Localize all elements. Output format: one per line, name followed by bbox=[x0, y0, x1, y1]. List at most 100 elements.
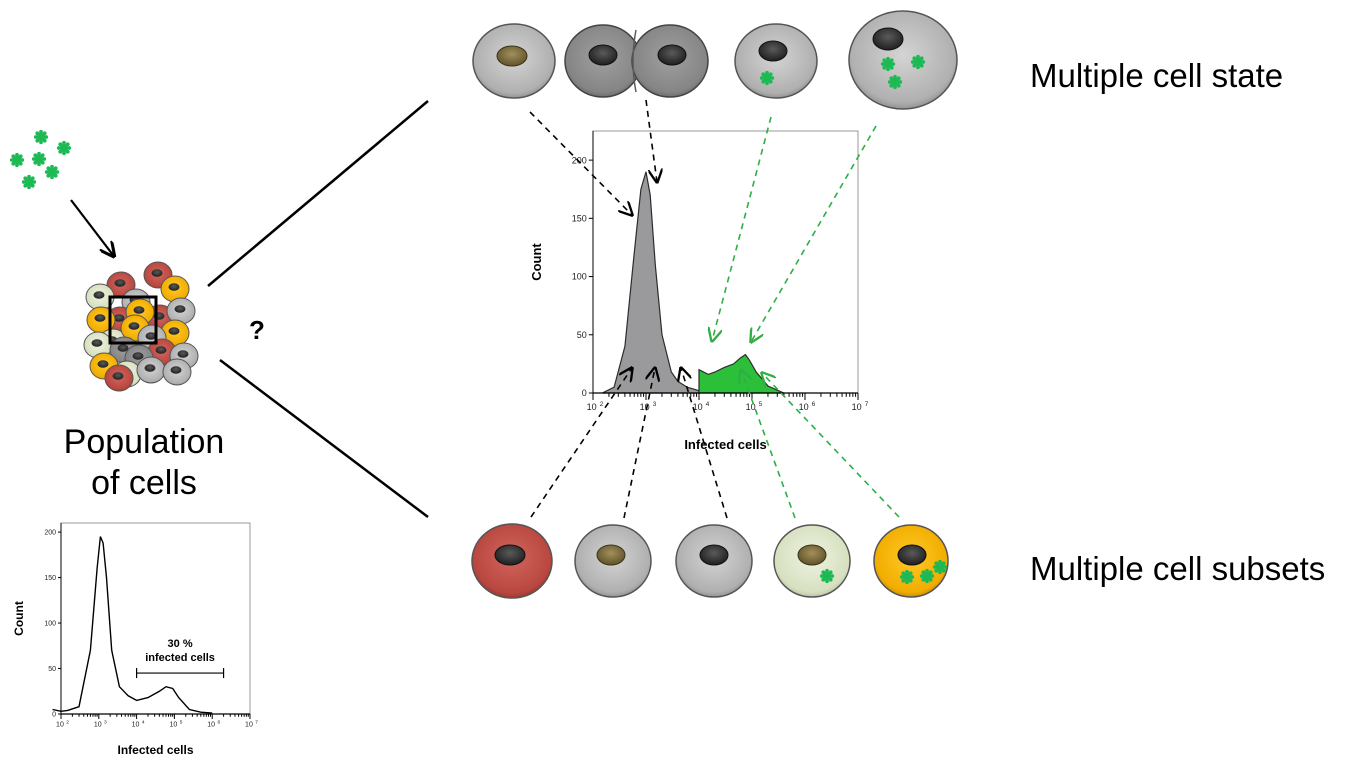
x-tick-label: 10 bbox=[587, 402, 597, 412]
x-tick-label: 10 bbox=[746, 402, 756, 412]
y-tick-label: 0 bbox=[52, 711, 56, 718]
y-tick-label: 150 bbox=[572, 213, 587, 223]
zoom-line-lower bbox=[219, 359, 429, 518]
dividing-cell-state bbox=[564, 24, 709, 98]
x-tick-exponent: 5 bbox=[180, 720, 183, 726]
cell-state-label: Multiple cell state bbox=[1030, 57, 1283, 94]
x-tick-label: 10 bbox=[693, 402, 703, 412]
high-infection-cell-state bbox=[848, 10, 958, 110]
dashed-arrow bbox=[712, 116, 772, 341]
virus-icon bbox=[56, 140, 72, 156]
virus-icon bbox=[880, 56, 896, 72]
x-tick-label: 10 bbox=[640, 402, 650, 412]
x-tick-label: 10 bbox=[56, 722, 64, 729]
population-label-line2: of cells bbox=[91, 464, 197, 502]
x-tick-exponent: 6 bbox=[812, 401, 816, 408]
infection-arrow bbox=[70, 199, 113, 255]
x-tick-label: 10 bbox=[852, 402, 862, 412]
histogram-series-area bbox=[602, 171, 700, 394]
dashed-arrow bbox=[762, 373, 900, 518]
population-label-line1: Population bbox=[64, 423, 225, 461]
dashed-arrow bbox=[681, 368, 728, 519]
cell-state-row bbox=[472, 10, 958, 110]
y-axis-label: Count bbox=[12, 601, 26, 636]
zoom-box bbox=[108, 295, 158, 345]
cell-subset-row bbox=[471, 523, 949, 599]
cluster-cell bbox=[136, 356, 166, 384]
virus-icon bbox=[33, 129, 49, 145]
virus-icon bbox=[919, 568, 935, 584]
gate-percent-label: 30 % bbox=[168, 638, 193, 650]
cluster-cell bbox=[166, 297, 196, 325]
free-virus-particles bbox=[9, 129, 72, 190]
histogram-series-line bbox=[52, 536, 213, 714]
dashed-arrow bbox=[529, 111, 632, 215]
virus-icon bbox=[759, 70, 775, 86]
dashed-arrow bbox=[645, 99, 657, 182]
dashed-arrow bbox=[530, 368, 632, 518]
virus-icon bbox=[44, 164, 60, 180]
x-tick-exponent: 2 bbox=[66, 720, 69, 726]
virus-icon bbox=[9, 152, 25, 168]
dashed-arrow bbox=[741, 370, 796, 519]
plot-frame bbox=[60, 522, 251, 715]
uninfected-cell-state bbox=[472, 23, 556, 99]
y-tick-label: 150 bbox=[44, 575, 56, 582]
x-tick-label: 10 bbox=[799, 402, 809, 412]
y-tick-label: 100 bbox=[572, 272, 587, 282]
low-infection-cell-state bbox=[734, 23, 818, 99]
virus-icon bbox=[819, 568, 835, 584]
yellow-infected-cell-subset bbox=[873, 524, 949, 598]
y-tick-label: 200 bbox=[44, 530, 56, 537]
histogram-series-area bbox=[698, 353, 785, 394]
x-tick-exponent: 7 bbox=[865, 401, 869, 408]
x-tick-exponent: 3 bbox=[104, 720, 107, 726]
virus-icon bbox=[899, 569, 915, 585]
cell-to-histogram-arrows bbox=[529, 99, 900, 519]
x-tick-label: 10 bbox=[132, 722, 140, 729]
cluster-cell bbox=[160, 275, 190, 303]
dashed-arrow bbox=[623, 368, 655, 519]
gray-olive-cell-subset bbox=[574, 524, 652, 598]
cluster-cell bbox=[104, 364, 134, 392]
x-tick-exponent: 3 bbox=[653, 401, 657, 408]
y-tick-label: 0 bbox=[582, 388, 587, 398]
x-tick-label: 10 bbox=[169, 722, 177, 729]
pale-green-infected-cell-subset bbox=[773, 524, 851, 598]
x-tick-label: 10 bbox=[94, 722, 102, 729]
y-tick-label: 50 bbox=[48, 666, 56, 673]
cell-subsets-label: Multiple cell subsets bbox=[1030, 550, 1325, 587]
gate-description-label: infected cells bbox=[145, 652, 215, 664]
virus-icon bbox=[932, 559, 948, 575]
cluster-cell bbox=[86, 306, 116, 334]
dashed-arrow bbox=[751, 125, 877, 342]
x-tick-exponent: 4 bbox=[142, 720, 145, 726]
cell-population-cluster bbox=[83, 261, 199, 392]
x-tick-exponent: 6 bbox=[217, 720, 220, 726]
y-tick-label: 200 bbox=[572, 155, 587, 165]
virus-icon bbox=[21, 174, 37, 190]
zoom-line-upper bbox=[207, 100, 429, 287]
gray-dark-cell-subset bbox=[675, 524, 753, 598]
virus-icon bbox=[31, 151, 47, 167]
cluster-cell bbox=[85, 283, 115, 311]
x-tick-exponent: 2 bbox=[600, 401, 604, 408]
x-axis-label: Infected cells bbox=[117, 743, 193, 757]
x-tick-exponent: 7 bbox=[255, 720, 258, 726]
x-axis-label: Infected cells bbox=[684, 437, 766, 452]
x-tick-label: 10 bbox=[207, 722, 215, 729]
y-axis-label: Count bbox=[529, 243, 544, 281]
x-tick-exponent: 4 bbox=[706, 401, 710, 408]
y-tick-label: 100 bbox=[44, 620, 56, 627]
cluster-cell bbox=[162, 358, 192, 386]
red-cell-subset bbox=[471, 523, 553, 599]
virus-icon bbox=[910, 54, 926, 70]
x-tick-exponent: 5 bbox=[759, 401, 763, 408]
virus-icon bbox=[887, 74, 903, 90]
y-tick-label: 50 bbox=[577, 330, 587, 340]
x-tick-label: 10 bbox=[245, 722, 253, 729]
question-mark: ? bbox=[249, 315, 265, 345]
